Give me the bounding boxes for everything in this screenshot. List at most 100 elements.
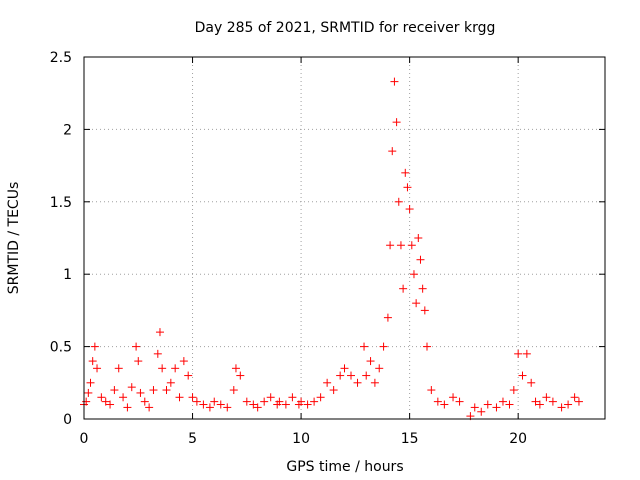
axis-ticks: 0 5 10 15 20 0 0.5 1 1.5 2 2.5 [50, 50, 605, 447]
data-point [347, 371, 356, 380]
data-point [394, 197, 403, 206]
data-point [281, 400, 290, 409]
data-point [518, 371, 527, 380]
y-tick-label: 2.5 [50, 50, 72, 66]
data-point [136, 388, 145, 397]
data-point [399, 284, 408, 293]
data-point [166, 378, 175, 387]
data-point [310, 397, 319, 406]
x-axis-label: GPS time / hours [286, 459, 403, 475]
data-point [401, 168, 410, 177]
data-point [253, 403, 262, 412]
data-point [329, 386, 338, 395]
data-point [477, 407, 486, 416]
data-point [353, 378, 362, 387]
x-tick-label: 15 [401, 431, 419, 447]
data-point [179, 357, 188, 366]
data-point [416, 255, 425, 264]
data-point [455, 397, 464, 406]
data-point [492, 403, 501, 412]
data-point [375, 364, 384, 373]
data-point [409, 270, 418, 279]
data-point [205, 403, 214, 412]
data-point [527, 378, 536, 387]
data-point [505, 400, 514, 409]
data-point [405, 205, 414, 214]
data-point [288, 393, 297, 402]
y-axis-label: SRMTID / TECUs [6, 182, 22, 295]
data-point [86, 378, 95, 387]
data-point [132, 342, 141, 351]
data-point [210, 397, 219, 406]
plot-frame [83, 56, 606, 420]
x-tick-label: 10 [292, 431, 310, 447]
data-point [433, 397, 442, 406]
data-point [418, 284, 427, 293]
y-tick-label: 1.5 [50, 195, 72, 211]
x-tick-label: 20 [509, 431, 527, 447]
data-point [223, 403, 232, 412]
data-point [123, 403, 132, 412]
data-point [420, 306, 429, 315]
data-point [155, 328, 164, 337]
data-points [80, 77, 583, 421]
data-point [231, 364, 240, 373]
grid-lines [84, 57, 605, 419]
data-point [323, 378, 332, 387]
data-point [542, 393, 551, 402]
data-point [249, 400, 258, 409]
data-point [557, 403, 566, 412]
data-point [192, 397, 201, 406]
data-point [383, 313, 392, 322]
data-point [548, 397, 557, 406]
data-point [392, 118, 401, 127]
data-point [388, 147, 397, 156]
x-tick-label: 5 [188, 431, 197, 447]
data-point [370, 378, 379, 387]
data-point [110, 386, 119, 395]
data-point [514, 349, 523, 358]
data-point [509, 386, 518, 395]
data-point [84, 388, 93, 397]
data-point [379, 342, 388, 351]
data-point [260, 397, 269, 406]
data-point [297, 397, 306, 406]
data-point [574, 397, 583, 406]
data-point [114, 364, 123, 373]
data-point [412, 299, 421, 308]
data-point [88, 357, 97, 366]
data-point [199, 400, 208, 409]
data-point [93, 364, 102, 373]
data-point [229, 386, 238, 395]
data-point [134, 357, 143, 366]
data-point [90, 342, 99, 351]
x-tick-label: 0 [80, 431, 89, 447]
data-point [184, 371, 193, 380]
data-point [470, 403, 479, 412]
y-tick-label: 2 [63, 122, 72, 138]
data-point [216, 400, 225, 409]
data-point [564, 400, 573, 409]
data-point [362, 371, 371, 380]
data-point [97, 393, 106, 402]
data-point [188, 393, 197, 402]
data-point [360, 342, 369, 351]
data-point [316, 393, 325, 402]
data-point [242, 397, 251, 406]
data-point [275, 397, 284, 406]
data-point [336, 371, 345, 380]
data-point [145, 403, 154, 412]
data-point [119, 393, 128, 402]
data-point [175, 393, 184, 402]
data-point [390, 77, 399, 86]
data-point [340, 364, 349, 373]
data-point [427, 386, 436, 395]
data-point [386, 241, 395, 250]
data-point [535, 400, 544, 409]
data-point [531, 397, 540, 406]
chart-title: Day 285 of 2021, SRMTID for receiver krg… [195, 20, 496, 36]
data-point [140, 397, 149, 406]
data-point [106, 400, 115, 409]
data-point [403, 183, 412, 192]
